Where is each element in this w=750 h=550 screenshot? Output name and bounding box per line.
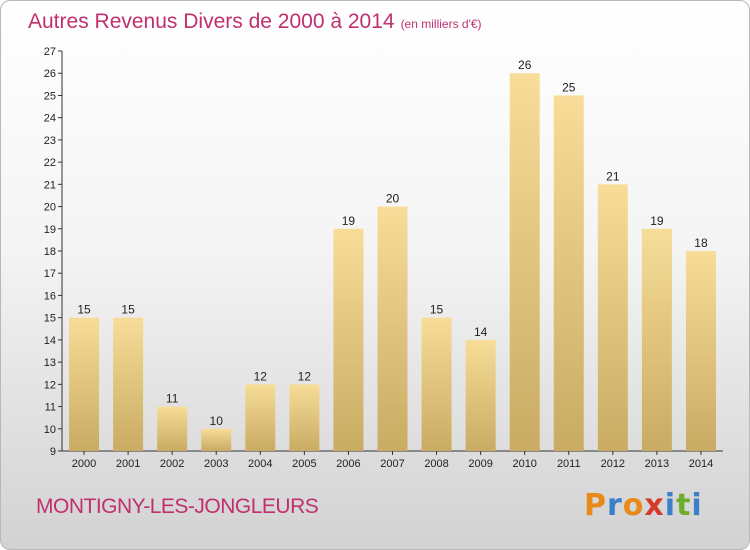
bar-2002	[157, 406, 188, 451]
chart-subtitle: (en milliers d'€)	[400, 17, 482, 31]
y-tick-label: 26	[44, 68, 56, 80]
y-tick-label: 13	[44, 357, 56, 369]
bar-2005	[289, 384, 320, 451]
value-label-2014: 18	[694, 236, 708, 250]
x-tick-label-2006: 2006	[336, 458, 360, 470]
value-label-2002: 11	[166, 392, 179, 406]
y-tick-label: 22	[44, 157, 56, 169]
bar-2010	[509, 73, 540, 451]
y-tick-label: 18	[44, 246, 56, 258]
x-tick-label-2002: 2002	[160, 458, 184, 470]
logo-letter: i	[664, 488, 677, 523]
bar-2013	[641, 228, 672, 451]
value-label-2010: 26	[518, 58, 532, 72]
bar-2008	[421, 317, 452, 451]
chart-title: Autres Revenus Divers de 2000 à 2014 (en …	[28, 10, 482, 34]
chart-value-labels: 15 15 11 10 12 12 19 20 15 14 26 25 21 19 18	[77, 58, 708, 428]
y-tick-label: 23	[44, 135, 56, 147]
x-tick-label-2009: 2009	[468, 458, 492, 470]
y-tick-label: 14	[44, 335, 56, 347]
value-label-2012: 21	[606, 169, 620, 183]
bar-2001	[113, 317, 144, 451]
logo-letter: i	[691, 488, 703, 523]
y-tick-label: 9	[50, 446, 56, 458]
y-tick-label: 10	[44, 424, 56, 436]
y-tick-label: 27	[44, 46, 56, 58]
x-tick-label-2012: 2012	[601, 458, 625, 470]
y-tick-label: 20	[44, 202, 56, 214]
bar-2011	[553, 95, 584, 451]
x-tick-label-2005: 2005	[292, 458, 316, 470]
y-tick-label: 21	[44, 179, 56, 191]
logo-letter: x	[644, 488, 665, 523]
y-tick-label: 16	[44, 290, 56, 302]
value-label-2005: 12	[298, 369, 312, 383]
bar-2003	[201, 428, 232, 451]
bar-2006	[333, 228, 364, 451]
bar-2014	[685, 251, 716, 451]
y-tick-label: 11	[45, 402, 56, 414]
value-label-2001: 15	[121, 303, 135, 317]
x-tick-label-2000: 2000	[72, 458, 96, 470]
value-label-2003: 10	[210, 414, 224, 428]
y-tick-label: 12	[44, 379, 56, 391]
x-tick-label-2008: 2008	[424, 458, 448, 470]
y-tick-label: 24	[44, 113, 56, 125]
y-tick-label: 19	[44, 224, 56, 236]
value-label-2006: 19	[342, 214, 356, 228]
value-label-2013: 19	[650, 214, 664, 228]
value-label-2009: 14	[474, 325, 488, 339]
value-label-2008: 15	[430, 303, 444, 317]
proxiti-logo: Proxiti	[584, 488, 703, 523]
bar-2000	[69, 317, 100, 451]
x-tick-label-2004: 2004	[248, 458, 272, 470]
logo-letter: r	[607, 488, 623, 523]
value-label-2004: 12	[254, 369, 268, 383]
logo-letter: o	[622, 488, 645, 523]
x-tick-label-2011: 2011	[557, 458, 581, 470]
value-label-2007: 20	[386, 192, 400, 206]
bar-2009	[465, 339, 496, 451]
chart-title-text: Autres Revenus Divers de 2000 à 2014	[28, 10, 395, 33]
x-tick-label-2014: 2014	[689, 458, 713, 470]
y-tick-label: 17	[44, 268, 56, 280]
x-tick-label-2001: 2001	[116, 458, 140, 470]
value-label-2011: 25	[562, 80, 576, 94]
x-tick-label-2003: 2003	[204, 458, 228, 470]
chart-bars	[69, 73, 716, 452]
x-tick-label-2010: 2010	[512, 458, 536, 470]
bar-2012	[597, 184, 628, 452]
commune-name: MONTIGNY-LES-JONGLEURS	[36, 495, 319, 518]
x-tick-label-2007: 2007	[380, 458, 404, 470]
x-tick-label-2013: 2013	[645, 458, 669, 470]
logo-letter: P	[584, 488, 607, 523]
value-label-2000: 15	[77, 303, 91, 317]
y-tick-label: 25	[44, 90, 56, 102]
y-tick-label: 15	[44, 313, 56, 325]
bar-2007	[377, 206, 408, 451]
logo-letter: t	[676, 488, 692, 523]
bar-2004	[245, 384, 276, 451]
